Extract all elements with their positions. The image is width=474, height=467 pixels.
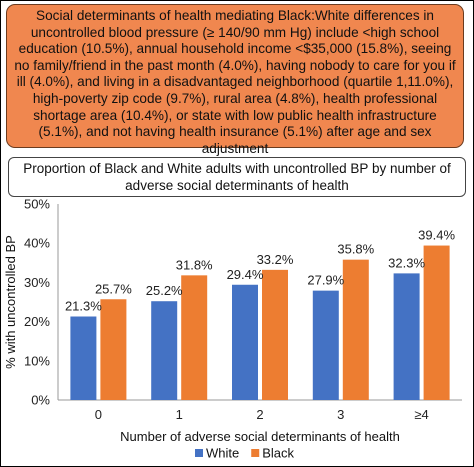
bar-white <box>232 284 258 400</box>
data-label: 39.4% <box>418 228 455 243</box>
bar-white <box>393 273 420 400</box>
bar-black <box>181 275 208 400</box>
x-tick-label: 2 <box>256 407 263 422</box>
y-axis-label: % with uncontrolled BP <box>3 235 18 369</box>
y-axis-ticks: 0% 10% 20% 30% 40% 50% <box>24 197 50 408</box>
chart-title-box: Proportion of Black and White adults wit… <box>8 157 466 197</box>
data-label: 35.8% <box>337 242 374 257</box>
legend-swatch-black <box>251 449 260 457</box>
bars <box>70 245 450 400</box>
callout-box: Social determinants of health mediating … <box>6 4 464 156</box>
y-tick-label: 20% <box>24 314 50 329</box>
legend-label-black: Black <box>262 446 294 461</box>
y-tick-label: 10% <box>24 353 50 368</box>
legend-swatch-white <box>195 449 203 457</box>
bar-black <box>342 259 369 400</box>
bar-black <box>100 299 127 400</box>
data-label: 27.9% <box>307 273 344 288</box>
x-tick-label: 3 <box>337 407 344 422</box>
callout-text: Social determinants of health mediating … <box>14 8 456 156</box>
bar-white <box>312 290 339 400</box>
data-label: 21.3% <box>65 299 102 314</box>
y-tick-label: 40% <box>24 236 50 251</box>
data-label: 31.8% <box>176 257 213 272</box>
data-label: 33.2% <box>257 252 294 267</box>
data-label: 25.7% <box>95 281 132 296</box>
chart-title: Proportion of Black and White adults wit… <box>23 161 451 193</box>
y-tick-label: 50% <box>24 197 50 212</box>
data-label: 29.4% <box>227 267 264 282</box>
x-tick-label: ≥4 <box>414 407 428 422</box>
bar-black <box>262 269 288 400</box>
x-tick-label: 0 <box>95 407 102 422</box>
legend-label-white: White <box>206 446 239 461</box>
legend: White Black <box>195 446 295 461</box>
bar-white <box>70 316 97 400</box>
y-tick-label: 0% <box>31 393 50 408</box>
y-tick-label: 30% <box>24 275 50 290</box>
x-tick-label: 1 <box>176 407 183 422</box>
bar-white <box>151 301 178 400</box>
data-label: 32.3% <box>388 255 425 270</box>
data-label: 25.2% <box>146 283 183 298</box>
x-axis-label: Number of adverse social determinants of… <box>120 429 400 444</box>
data-labels: 21.3% 25.7% 25.2% 31.8% 29.4%33.2% 27.9% 35.8%… <box>65 228 456 314</box>
x-axis-ticks: 0 1 2 3 ≥4 <box>95 407 429 422</box>
bar-black <box>423 245 450 400</box>
